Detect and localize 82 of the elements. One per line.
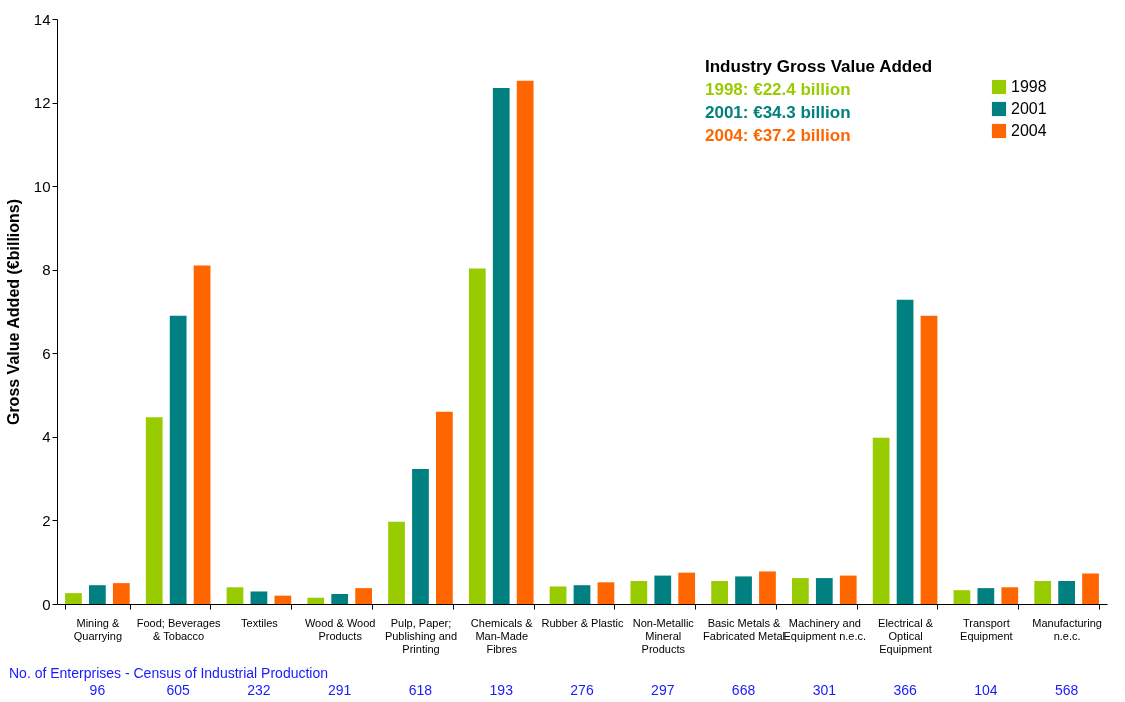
y-tick-label: 4 [42,428,51,446]
bar [654,575,672,604]
bar [250,591,268,604]
text: 568 [1054,682,1079,698]
legend-label: 1998 [1011,78,1047,95]
text: 618 [408,682,433,698]
y-tick-label: 14 [33,10,51,28]
x-tick-label: Chemicals & Man-Made Fibres [470,616,534,655]
bar [274,595,292,604]
text: 291 [328,682,352,698]
bar [792,578,809,604]
bar [1034,581,1052,604]
bar [815,578,833,604]
text: 668 [731,682,756,698]
legend-label: 2001 [1011,100,1047,117]
bar [1058,581,1075,604]
bar [872,437,890,604]
text: 297 [651,682,675,698]
bar [953,590,971,604]
bar [193,265,211,604]
text: 232 [247,682,271,698]
bar [549,586,567,604]
bar [678,572,696,604]
bar [89,585,106,604]
bar [169,315,187,604]
annotation: 1998: €22.4 billion [705,80,851,99]
bar [388,521,405,604]
bar [597,582,615,604]
bar [307,597,325,604]
text: 366 [893,682,917,698]
text: 193 [489,682,514,698]
bar [355,588,372,604]
x-tick-label: Pulp, Paper; Publishing and Printing [384,616,458,655]
bar [573,585,591,604]
x-tick-label: Non-Metallic Mineral Products [632,616,695,655]
text: 276 [570,682,594,698]
x-tick-label: Machinery and Equipment n.e.c. [783,616,867,642]
annotation: 2004: €37.2 billion [705,126,851,145]
x-tick-label: Manufacturing n.e.c. [1032,616,1102,642]
y-tick-label: 10 [33,177,51,195]
legend-label: 2004 [1011,122,1047,139]
bar [492,87,510,604]
y-tick-label: 6 [42,344,51,362]
bar [630,581,648,604]
bar [920,315,938,604]
bar [412,469,429,604]
text: 301 [812,682,837,698]
annotation: 2001: €34.3 billion [705,103,851,122]
x-tick-label: Rubber & Plastic [541,616,624,629]
x-tick-label: Transport Equipment [960,616,1013,642]
x-tick-label: Basic Metals & Fabricated Metal [703,616,786,642]
annotation: Industry Gross Value Added [705,57,933,76]
bar [1001,587,1019,604]
x-tick-label: Wood & Wood Products [304,616,376,642]
bar [711,581,728,604]
y-tick-label: 2 [42,511,51,529]
bar [735,576,752,604]
bar [226,587,244,604]
bar [112,583,130,604]
y-tick-label: 0 [42,595,51,613]
bar [331,593,349,604]
x-tick-label: Food; Beverages & Tobacco [136,616,222,642]
bar [65,593,82,604]
x-tick-label: Mining & Quarrying [73,616,123,642]
bar [896,299,914,604]
text: 104 [974,682,998,698]
bar [516,80,534,604]
x-tick-label: Electrical & Optical Equipment [878,616,934,655]
bar [1082,573,1099,604]
bar [759,571,776,604]
bar [977,588,995,604]
bar [145,417,163,604]
bar [468,268,486,604]
text: No. of Enterprises - Census of Industrial Production [9,665,329,681]
bar [839,575,857,604]
bar [436,411,453,604]
y-axis-title: Gross Value Added (€billions) [4,198,22,426]
y-tick-label: 12 [33,94,51,112]
text: 96 [89,682,106,698]
y-tick-label: 8 [42,261,51,279]
x-tick-label: Textiles [241,616,279,629]
text: 605 [166,682,191,698]
